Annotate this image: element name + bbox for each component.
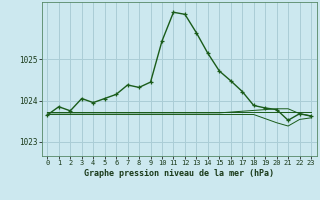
X-axis label: Graphe pression niveau de la mer (hPa): Graphe pression niveau de la mer (hPa) bbox=[84, 169, 274, 178]
